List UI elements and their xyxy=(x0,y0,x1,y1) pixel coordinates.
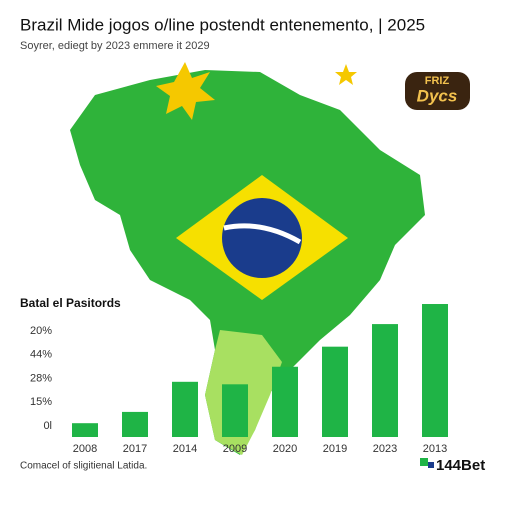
x-tick-label: 2020 xyxy=(273,443,297,455)
bar xyxy=(422,304,448,437)
bar xyxy=(72,423,98,437)
badge-main: Dycs xyxy=(417,86,458,105)
logo: 144Bet xyxy=(436,457,485,474)
bar xyxy=(272,366,298,437)
y-axis-label: 44% xyxy=(30,349,52,361)
x-tick-label: 2009 xyxy=(223,443,247,455)
x-tick-label: 2017 xyxy=(123,443,147,455)
logo-icon xyxy=(428,462,434,468)
bar xyxy=(322,346,348,437)
y-axis-label: 15% xyxy=(30,396,52,408)
y-axis-label: 28% xyxy=(30,372,52,384)
x-tick-label: 2008 xyxy=(73,443,97,455)
bar xyxy=(372,324,398,437)
chart-label: Batal el Pasitords xyxy=(20,296,121,310)
logo-icon xyxy=(420,458,428,466)
chart-title: Brazil Mide jogos o/line postendt entene… xyxy=(20,15,425,34)
x-tick-label: 2014 xyxy=(173,443,197,455)
footer: Comacel of sligitienal Latida. xyxy=(20,461,147,472)
chart-subtitle: Soyrer, ediegt by 2023 emmere it 2029 xyxy=(20,40,210,52)
y-axis-label: 0l xyxy=(43,420,52,432)
badge: FRIZ Dycs xyxy=(405,72,470,110)
bar xyxy=(122,411,148,437)
x-tick-label: 2019 xyxy=(323,443,347,455)
x-tick-label: 2013 xyxy=(423,443,447,455)
bar xyxy=(222,384,248,437)
badge-top: FRIZ xyxy=(425,75,450,87)
bar xyxy=(172,381,198,437)
x-tick-label: 2023 xyxy=(373,443,397,455)
y-axis-label: 20% xyxy=(30,325,52,337)
